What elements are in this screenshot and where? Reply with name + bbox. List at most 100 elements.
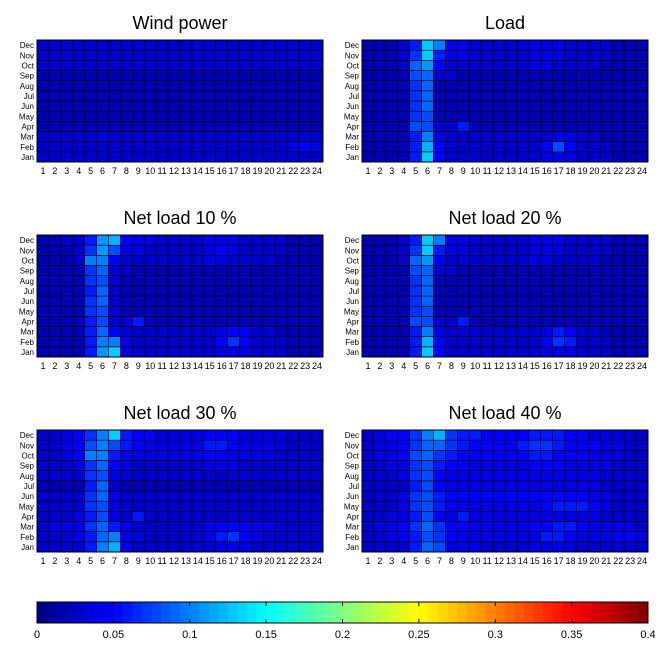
heatmap-cell: [409, 275, 422, 287]
heatmap-cell: [361, 429, 375, 441]
heatmap-cell: [286, 131, 300, 142]
heatmap-cell: [468, 39, 482, 51]
panel-title: Net load 10 %: [123, 208, 236, 228]
heatmap-cell: [143, 490, 157, 502]
heatmap-cell: [457, 521, 470, 532]
heatmap-cell: [623, 531, 637, 543]
heatmap-cell: [108, 110, 121, 122]
heatmap-cell: [275, 121, 288, 132]
heatmap-cell: [409, 500, 422, 512]
heatmap-cell: [167, 39, 181, 51]
heatmap-cell: [468, 316, 482, 327]
heatmap-cell: [203, 295, 217, 307]
heatmap-cell: [96, 480, 109, 492]
heatmap-cell: [203, 110, 217, 122]
heatmap-cell: [60, 490, 74, 502]
heatmap-cell: [191, 450, 205, 461]
heatmap-cell: [239, 70, 252, 81]
heatmap-cell: [120, 141, 133, 153]
heatmap-cell: [120, 470, 133, 482]
heatmap-cell: [251, 521, 264, 532]
heatmap-cell: [468, 346, 482, 358]
heatmap-cell: [492, 316, 506, 327]
colorbar-swatch: [247, 602, 257, 623]
heatmap-cell: [492, 460, 506, 471]
heatmap-cell: [108, 305, 121, 317]
heatmap-cell: [611, 70, 625, 81]
heatmap-cell: [286, 460, 300, 471]
heatmap-cell: [239, 244, 252, 256]
heatmap-cell: [540, 326, 553, 337]
heatmap-cell: [263, 110, 276, 122]
heatmap-cell: [361, 151, 375, 163]
heatmap-cell: [528, 336, 542, 348]
heatmap-cell: [421, 234, 434, 246]
heatmap-cell: [275, 70, 288, 81]
y-tick-label: Dec: [345, 431, 359, 440]
x-tick-label: 7: [112, 166, 117, 176]
heatmap-cell: [60, 316, 74, 327]
heatmap-cell: [516, 60, 530, 71]
heatmap-cell: [611, 39, 625, 51]
heatmap-cell: [60, 234, 74, 246]
heatmap-cell: [239, 234, 252, 246]
heatmap-cell: [179, 450, 193, 461]
heatmap-cell: [433, 450, 446, 461]
heatmap-cell: [60, 39, 74, 51]
heatmap-cell: [421, 49, 434, 61]
heatmap-cell: [179, 234, 193, 246]
heatmap-cell: [492, 265, 506, 276]
heatmap-cell: [215, 429, 228, 441]
heatmap-cell: [48, 305, 62, 317]
heatmap-cell: [72, 244, 85, 256]
heatmap-cell: [179, 336, 193, 348]
heatmap-cell: [60, 531, 74, 543]
heatmap-cell: [310, 60, 324, 71]
heatmap-cell: [564, 490, 577, 502]
heatmap-cell: [72, 295, 85, 307]
heatmap-cell: [588, 336, 601, 348]
heatmap-cell: [611, 460, 625, 471]
heatmap-cell: [564, 316, 577, 327]
heatmap-cell: [310, 429, 324, 441]
heatmap-cell: [635, 521, 649, 532]
heatmap-cell: [132, 500, 145, 512]
heatmap-cell: [457, 346, 470, 358]
heatmap-cell: [409, 470, 422, 482]
x-tick-label: 19: [577, 556, 587, 566]
heatmap-cell: [516, 80, 530, 92]
heatmap-cell: [361, 470, 375, 482]
heatmap-cell: [155, 90, 169, 102]
heatmap-cell: [227, 131, 240, 142]
heatmap-cell: [48, 70, 62, 81]
heatmap-cell: [421, 295, 434, 307]
heatmap-cell: [623, 234, 637, 246]
heatmap-cell: [457, 80, 470, 92]
heatmap-cell: [445, 151, 458, 163]
heatmap-cell: [84, 531, 97, 543]
heatmap-cell: [564, 480, 577, 492]
heatmap-cell: [373, 521, 387, 532]
y-tick-label: Apr: [22, 122, 35, 131]
colorbar-swatch: [380, 602, 391, 623]
heatmap-cell: [143, 110, 157, 122]
heatmap-cell: [310, 490, 324, 502]
heatmap-cell: [468, 265, 482, 276]
heatmap-cell: [215, 511, 228, 522]
heatmap-cell: [373, 511, 387, 522]
heatmap-cell: [552, 131, 565, 142]
heatmap-cell: [120, 90, 133, 102]
heatmap-cell: [385, 141, 399, 153]
heatmap-cell: [36, 110, 50, 122]
heatmap-cell: [60, 439, 74, 451]
heatmap-cell: [191, 39, 205, 51]
heatmap-cell: [540, 60, 553, 71]
heatmap-cell: [227, 541, 240, 553]
heatmap-cell: [275, 305, 288, 317]
heatmap-cell: [108, 316, 121, 327]
heatmap-cell: [263, 244, 276, 256]
heatmap-cell: [167, 110, 181, 122]
heatmap-cell: [72, 121, 85, 132]
heatmap-cell: [96, 316, 109, 327]
heatmap-cell: [468, 500, 482, 512]
